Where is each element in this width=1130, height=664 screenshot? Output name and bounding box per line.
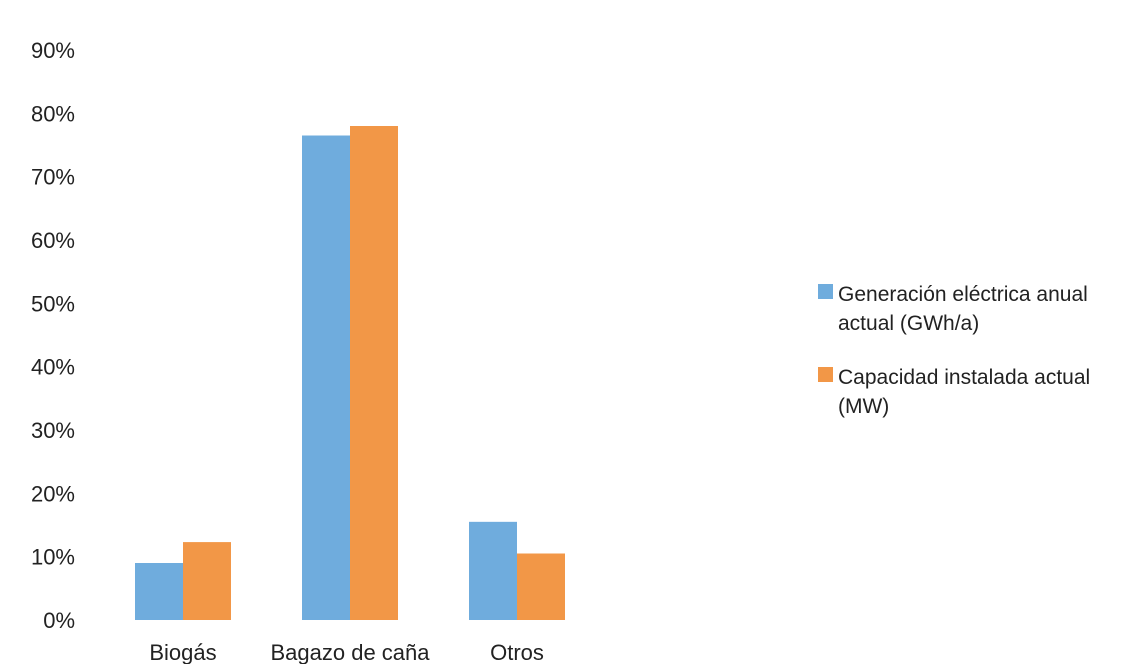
y-tick-label: 60% [31,228,75,253]
x-axis-ticks: Biogás Bagazo de caña Otros [149,640,544,664]
y-tick-label: 10% [31,545,75,570]
legend-item-series-1: Generación eléctrica anual actual (GWh/a… [818,280,1130,338]
y-axis-ticks: 0% 10% 20% 30% 40% 50% 60% 70% 80% 90% [31,38,75,633]
legend-item-series-2: Capacidad instalada actual (MW) [818,363,1130,421]
y-tick-label: 0% [43,608,75,633]
y-tick-label: 30% [31,418,75,443]
y-tick-label: 20% [31,481,75,506]
x-tick-label: Bagazo de caña [270,640,430,664]
legend-label-series-1: Generación eléctrica anual actual (GWh/a… [838,283,1088,335]
bar-chart: 0% 10% 20% 30% 40% 50% 60% 70% 80% 90% Biogás Baga… [31,38,565,664]
legend-swatch-series-2 [818,367,833,382]
bar-1-3 [469,521,517,620]
legend-swatch-series-1 [818,284,833,299]
y-tick-label: 40% [31,355,75,380]
y-tick-label: 70% [31,165,75,190]
bar-2-3 [517,553,565,620]
bar-2-1 [183,542,231,620]
bar-1-1 [135,563,183,620]
x-tick-label: Biogás [149,640,216,664]
x-tick-label: Otros [490,640,544,664]
y-tick-label: 50% [31,291,75,316]
legend-label-series-2: Capacidad instalada actual (MW) [838,366,1091,418]
y-tick-label: 90% [31,38,75,63]
legend: Generación eléctrica anual actual (GWh/a… [818,280,1130,446]
y-tick-label: 80% [31,101,75,126]
bars [135,126,565,620]
bar-1-2 [302,135,350,620]
bar-2-2 [350,126,398,620]
